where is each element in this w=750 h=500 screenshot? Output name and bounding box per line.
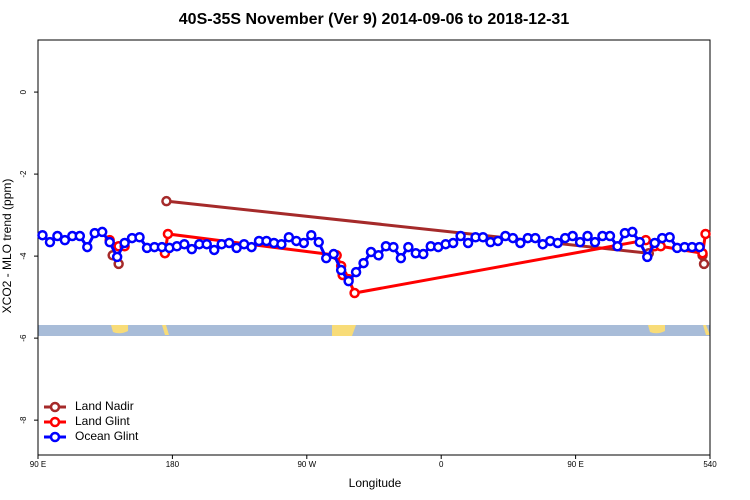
point (358, 257, 369, 269)
point (246, 241, 257, 253)
point (82, 241, 93, 253)
point (589, 236, 601, 248)
y-tick-label: 0 (19, 89, 28, 94)
point (395, 252, 407, 264)
point (418, 248, 429, 260)
point (477, 231, 489, 243)
point (162, 228, 174, 240)
point (186, 243, 198, 255)
point (627, 226, 638, 238)
point (698, 258, 710, 270)
point (161, 195, 172, 207)
point (335, 264, 347, 276)
point (223, 237, 235, 249)
point (306, 229, 317, 241)
legend-marker (49, 401, 61, 413)
point (574, 236, 586, 248)
y-tick-label: -8 (19, 416, 28, 424)
point (388, 241, 399, 253)
point (313, 236, 324, 248)
legend-marker (49, 416, 61, 428)
point (52, 230, 63, 242)
point (276, 238, 287, 250)
y-tick-label: -4 (19, 252, 28, 260)
legend-label: Ocean Glint (75, 429, 139, 443)
point (104, 236, 115, 248)
point (612, 241, 623, 252)
point (96, 226, 108, 238)
point (349, 287, 360, 299)
y-tick-label: -6 (19, 334, 28, 342)
point (111, 251, 123, 263)
point (373, 250, 384, 261)
point (320, 252, 332, 264)
point (44, 236, 56, 248)
y-axis-label: XCO2 - MLO trend (ppm) (0, 179, 14, 314)
x-tick-label: 0 (439, 460, 444, 469)
plot-frame (37, 39, 711, 456)
point (694, 241, 705, 253)
point (179, 238, 190, 250)
point (515, 237, 526, 249)
point (447, 237, 459, 249)
point (201, 238, 212, 250)
point (664, 231, 675, 243)
point (208, 244, 220, 256)
legend-label: Land Nadir (75, 399, 134, 413)
legend-marker (49, 431, 61, 443)
chart-title: 40S-35S November (Ver 9) 2014-09-06 to 2… (179, 11, 570, 28)
point (649, 237, 660, 249)
point (530, 232, 541, 244)
x-tick-label: 90 W (297, 460, 316, 469)
point (492, 235, 504, 247)
point (119, 237, 130, 249)
point (634, 236, 646, 248)
point (700, 228, 711, 240)
point (403, 241, 414, 253)
x-tick-label: 90 E (30, 460, 46, 469)
point (37, 229, 48, 241)
point (604, 230, 616, 242)
point (567, 230, 578, 242)
y-tick-label: -2 (19, 170, 28, 178)
x-tick-label: 180 (166, 460, 180, 469)
point (642, 251, 653, 263)
point (582, 230, 593, 242)
point (134, 231, 145, 243)
point (455, 230, 466, 242)
point (507, 232, 519, 244)
point (59, 234, 71, 246)
legend-label: Land Glint (75, 414, 130, 428)
series-line (111, 199, 706, 265)
point (552, 237, 563, 249)
point (298, 237, 310, 249)
x-tick-label: 90 E (567, 460, 583, 469)
point (462, 237, 474, 249)
land-ocean-strip (38, 325, 710, 336)
point (350, 266, 362, 278)
x-tick-label: 540 (703, 460, 717, 469)
point (74, 230, 86, 242)
point (328, 248, 339, 260)
point (343, 275, 354, 287)
x-axis-label: Longitude (349, 476, 402, 490)
